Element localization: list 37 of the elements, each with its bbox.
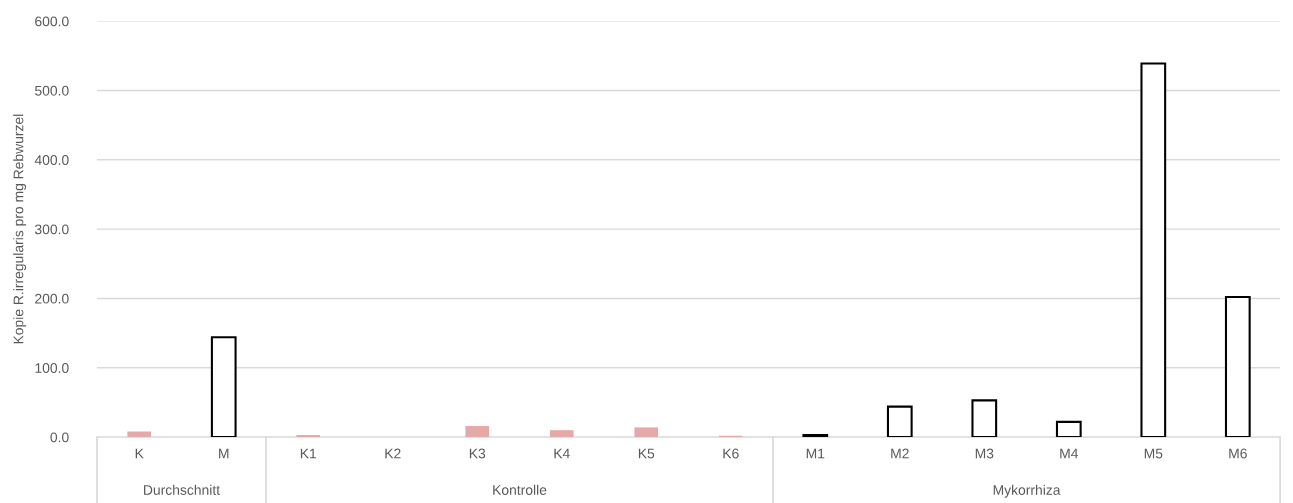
bar (127, 431, 152, 438)
bar (1224, 296, 1251, 438)
y-tick-label: 600.0 (35, 16, 69, 27)
bar (1055, 420, 1082, 438)
x-tick-label: M5 (1144, 448, 1163, 459)
bar (971, 399, 998, 438)
x-tick-label: M3 (975, 448, 994, 459)
x-tick-label: K (135, 448, 144, 459)
x-tick-label: K3 (469, 448, 486, 459)
x-tick-label: K4 (554, 448, 570, 459)
y-tick-label: 400.0 (34, 155, 69, 165)
bar (210, 336, 237, 438)
text: Durchschnitt (144, 484, 220, 495)
x-tick-label: K1 (300, 448, 317, 459)
text: Kontrolle (493, 484, 547, 495)
x-tick-label: M6 (1229, 448, 1247, 459)
bar (296, 435, 321, 438)
text: Mykorrhiza (993, 484, 1061, 498)
y-tick-label: 500.0 (35, 85, 69, 96)
y-tick-label: 100.0 (35, 363, 69, 373)
x-tick-label: K5 (638, 448, 655, 459)
bar (634, 427, 659, 438)
y-axis-title: Kopie R.irregularis pro mg Rebwurzel (13, 114, 27, 344)
y-tick-label: 0.0 (50, 432, 69, 443)
bar (549, 430, 574, 438)
x-tick-label: K2 (385, 448, 401, 459)
x-tick-label: M1 (806, 448, 825, 459)
x-tick-label: M2 (891, 448, 909, 459)
x-tick-label: M (219, 448, 229, 459)
y-tick-label: 200.0 (35, 293, 69, 304)
bar (465, 426, 490, 438)
bar (1140, 62, 1167, 438)
bar (802, 433, 829, 438)
x-tick-label: M4 (1060, 448, 1079, 459)
x-tick-label: K6 (723, 448, 739, 459)
bar (886, 405, 913, 438)
y-tick-label: 300.0 (34, 224, 69, 235)
